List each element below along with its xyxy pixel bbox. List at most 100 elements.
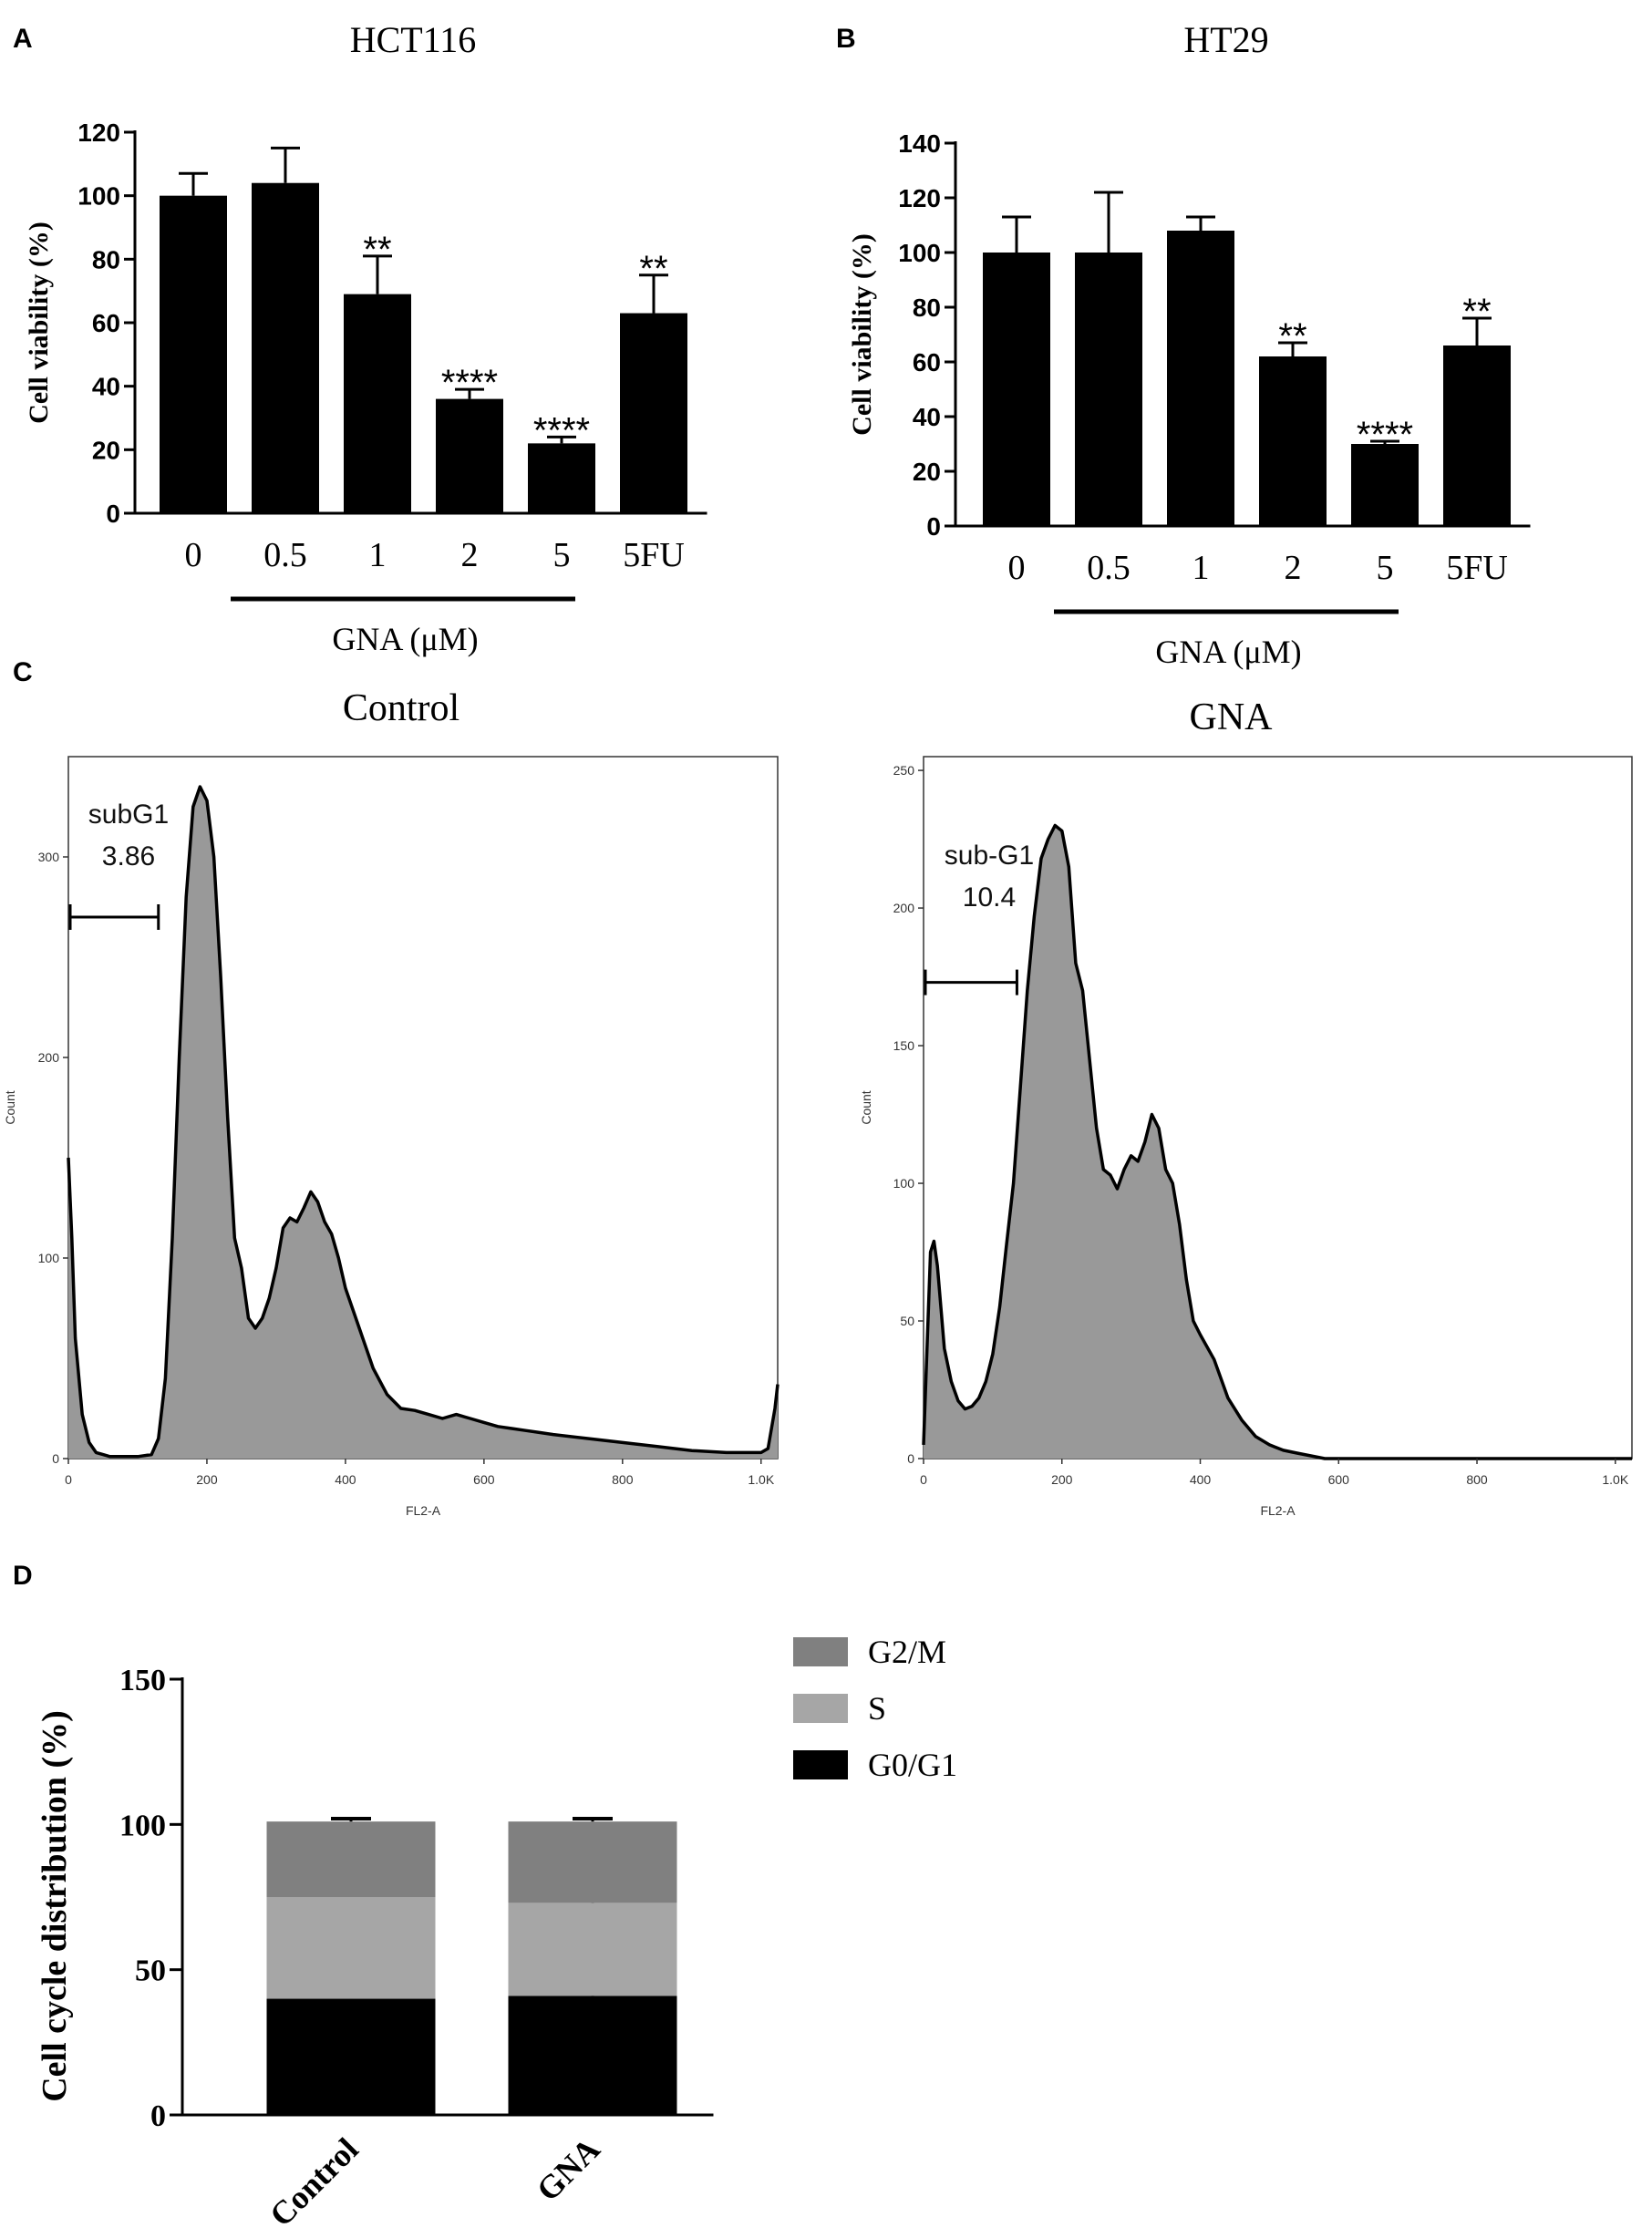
chart-title: HT29: [1183, 19, 1268, 60]
significance-mark: **: [363, 230, 391, 270]
legend-swatch: [793, 1750, 848, 1779]
x-tick-label: 1: [369, 536, 387, 574]
histogram-title: Control: [343, 687, 459, 729]
x-tick-label: 1.0K: [748, 1472, 774, 1487]
y-tick-label: 40: [913, 403, 941, 431]
panel-letter-c: C: [13, 657, 33, 687]
panel-letter-d: D: [13, 1561, 33, 1591]
y-axis-label: Cell cycle distribution (%): [36, 1710, 74, 2102]
panel-letter-a: A: [13, 24, 33, 54]
x-tick-label: 5: [1377, 549, 1394, 587]
stacked-segment-g0-g1: [266, 1998, 436, 2115]
bar: [160, 195, 227, 513]
x-tick-label: 800: [1466, 1472, 1488, 1487]
y-tick-label: 140: [898, 129, 941, 158]
stacked-segment-g2-m: [508, 1821, 677, 1903]
bar: [528, 443, 595, 513]
y-tick-label: 100: [893, 1176, 915, 1191]
legend-label: G2/M: [868, 1634, 946, 1670]
x-tick-label: 5: [553, 536, 571, 574]
bar: [1259, 356, 1327, 526]
y-tick-label: 60: [92, 309, 120, 337]
significance-mark: ****: [533, 410, 590, 450]
legend-label: S: [868, 1690, 886, 1727]
y-tick-label: 300: [38, 850, 60, 864]
y-tick-label: 40: [92, 373, 120, 401]
significance-mark: **: [1278, 316, 1306, 356]
panel-letter-b: B: [836, 24, 856, 54]
y-tick-label: 50: [900, 1314, 914, 1328]
y-tick-label: 80: [92, 245, 120, 273]
significance-mark: ****: [1357, 415, 1413, 455]
x-tick-label: 0: [185, 536, 202, 574]
x-tick-label: 5FU: [623, 536, 685, 574]
x-tick-label: 200: [1051, 1472, 1073, 1487]
x-tick-label: 5FU: [1446, 549, 1508, 587]
y-tick-label: 150: [119, 1664, 166, 1697]
histogram-control: Control 0 200 400 600 800 1.0K 0 100 200 300 FL2-A C…: [3, 687, 780, 1518]
y-tick-label: 0: [52, 1451, 59, 1466]
x-tick-label: 200: [196, 1472, 218, 1487]
y-axis-label: Count: [3, 1090, 17, 1124]
bar: [344, 294, 411, 513]
gate-label: subG1: [88, 799, 169, 830]
legend-label: G0/G1: [868, 1747, 957, 1783]
bar: [1075, 253, 1142, 526]
bar: [252, 182, 319, 513]
y-tick-label: 0: [150, 2099, 166, 2133]
y-tick-label: 100: [119, 1809, 166, 1842]
chart-title: HCT116: [350, 19, 477, 60]
histogram-area: [68, 787, 778, 1459]
x-tick-label: 400: [335, 1472, 356, 1487]
x-tick-label: 400: [1190, 1472, 1212, 1487]
x-tick-label: GNA: [530, 2130, 607, 2208]
histogram-line: [67, 785, 780, 1459]
x-axis-label: FL2-A: [406, 1503, 441, 1518]
y-tick-label: 200: [38, 1050, 60, 1065]
legend-swatch: [793, 1694, 848, 1723]
y-tick-label: 50: [135, 1954, 166, 1988]
y-tick-label: 80: [913, 294, 941, 322]
x-tick-label: 1: [1193, 549, 1210, 587]
y-tick-label: 100: [77, 182, 120, 211]
significance-mark: **: [1462, 292, 1491, 332]
x-tick-label: 0: [1008, 549, 1026, 587]
bar: [620, 313, 687, 513]
gate-value: 3.86: [102, 841, 155, 871]
histogram-gna: GNA 0 200 400 600 800 1.0K 0 50 100 150 200 250 FL2-A…: [859, 696, 1633, 1518]
histogram-title: GNA: [1190, 696, 1274, 738]
stacked-segment-s: [266, 1897, 436, 1999]
x-tick-label: 0.5: [1087, 549, 1131, 587]
x-tick-label: 0: [920, 1472, 927, 1487]
x-tick-label: Control: [263, 2130, 366, 2233]
y-tick-label: 20: [92, 436, 120, 464]
x-tick-label: 800: [612, 1472, 634, 1487]
y-tick-label: 0: [106, 500, 120, 528]
x-axis-label: GNA (μM): [332, 621, 478, 657]
y-axis-label: Cell viability (%): [847, 233, 877, 436]
y-tick-label: 100: [898, 239, 941, 267]
y-tick-label: 150: [893, 1038, 915, 1053]
histogram-area: [924, 825, 1632, 1459]
x-axis-label: FL2-A: [1260, 1503, 1296, 1518]
y-tick-label: 120: [77, 119, 120, 147]
y-tick-label: 0: [926, 512, 941, 541]
x-tick-label: 600: [1328, 1472, 1350, 1487]
y-axis-label: Count: [859, 1090, 873, 1124]
stacked-segment-g0-g1: [508, 1996, 677, 2115]
bar: [983, 253, 1050, 526]
y-tick-label: 60: [913, 348, 941, 376]
bar: [436, 398, 503, 513]
x-tick-label: 2: [461, 536, 479, 574]
legend-swatch: [793, 1637, 848, 1666]
y-tick-label: 120: [898, 184, 941, 212]
x-tick-label: 0.5: [263, 536, 307, 574]
y-tick-label: 0: [907, 1451, 914, 1466]
y-axis-label: Cell viability (%): [24, 222, 54, 424]
stacked-segment-g2-m: [266, 1821, 436, 1897]
x-tick-label: 1.0K: [1602, 1472, 1628, 1487]
x-tick-label: 2: [1285, 549, 1302, 587]
bar: [1167, 231, 1234, 526]
bar: [1351, 444, 1419, 526]
